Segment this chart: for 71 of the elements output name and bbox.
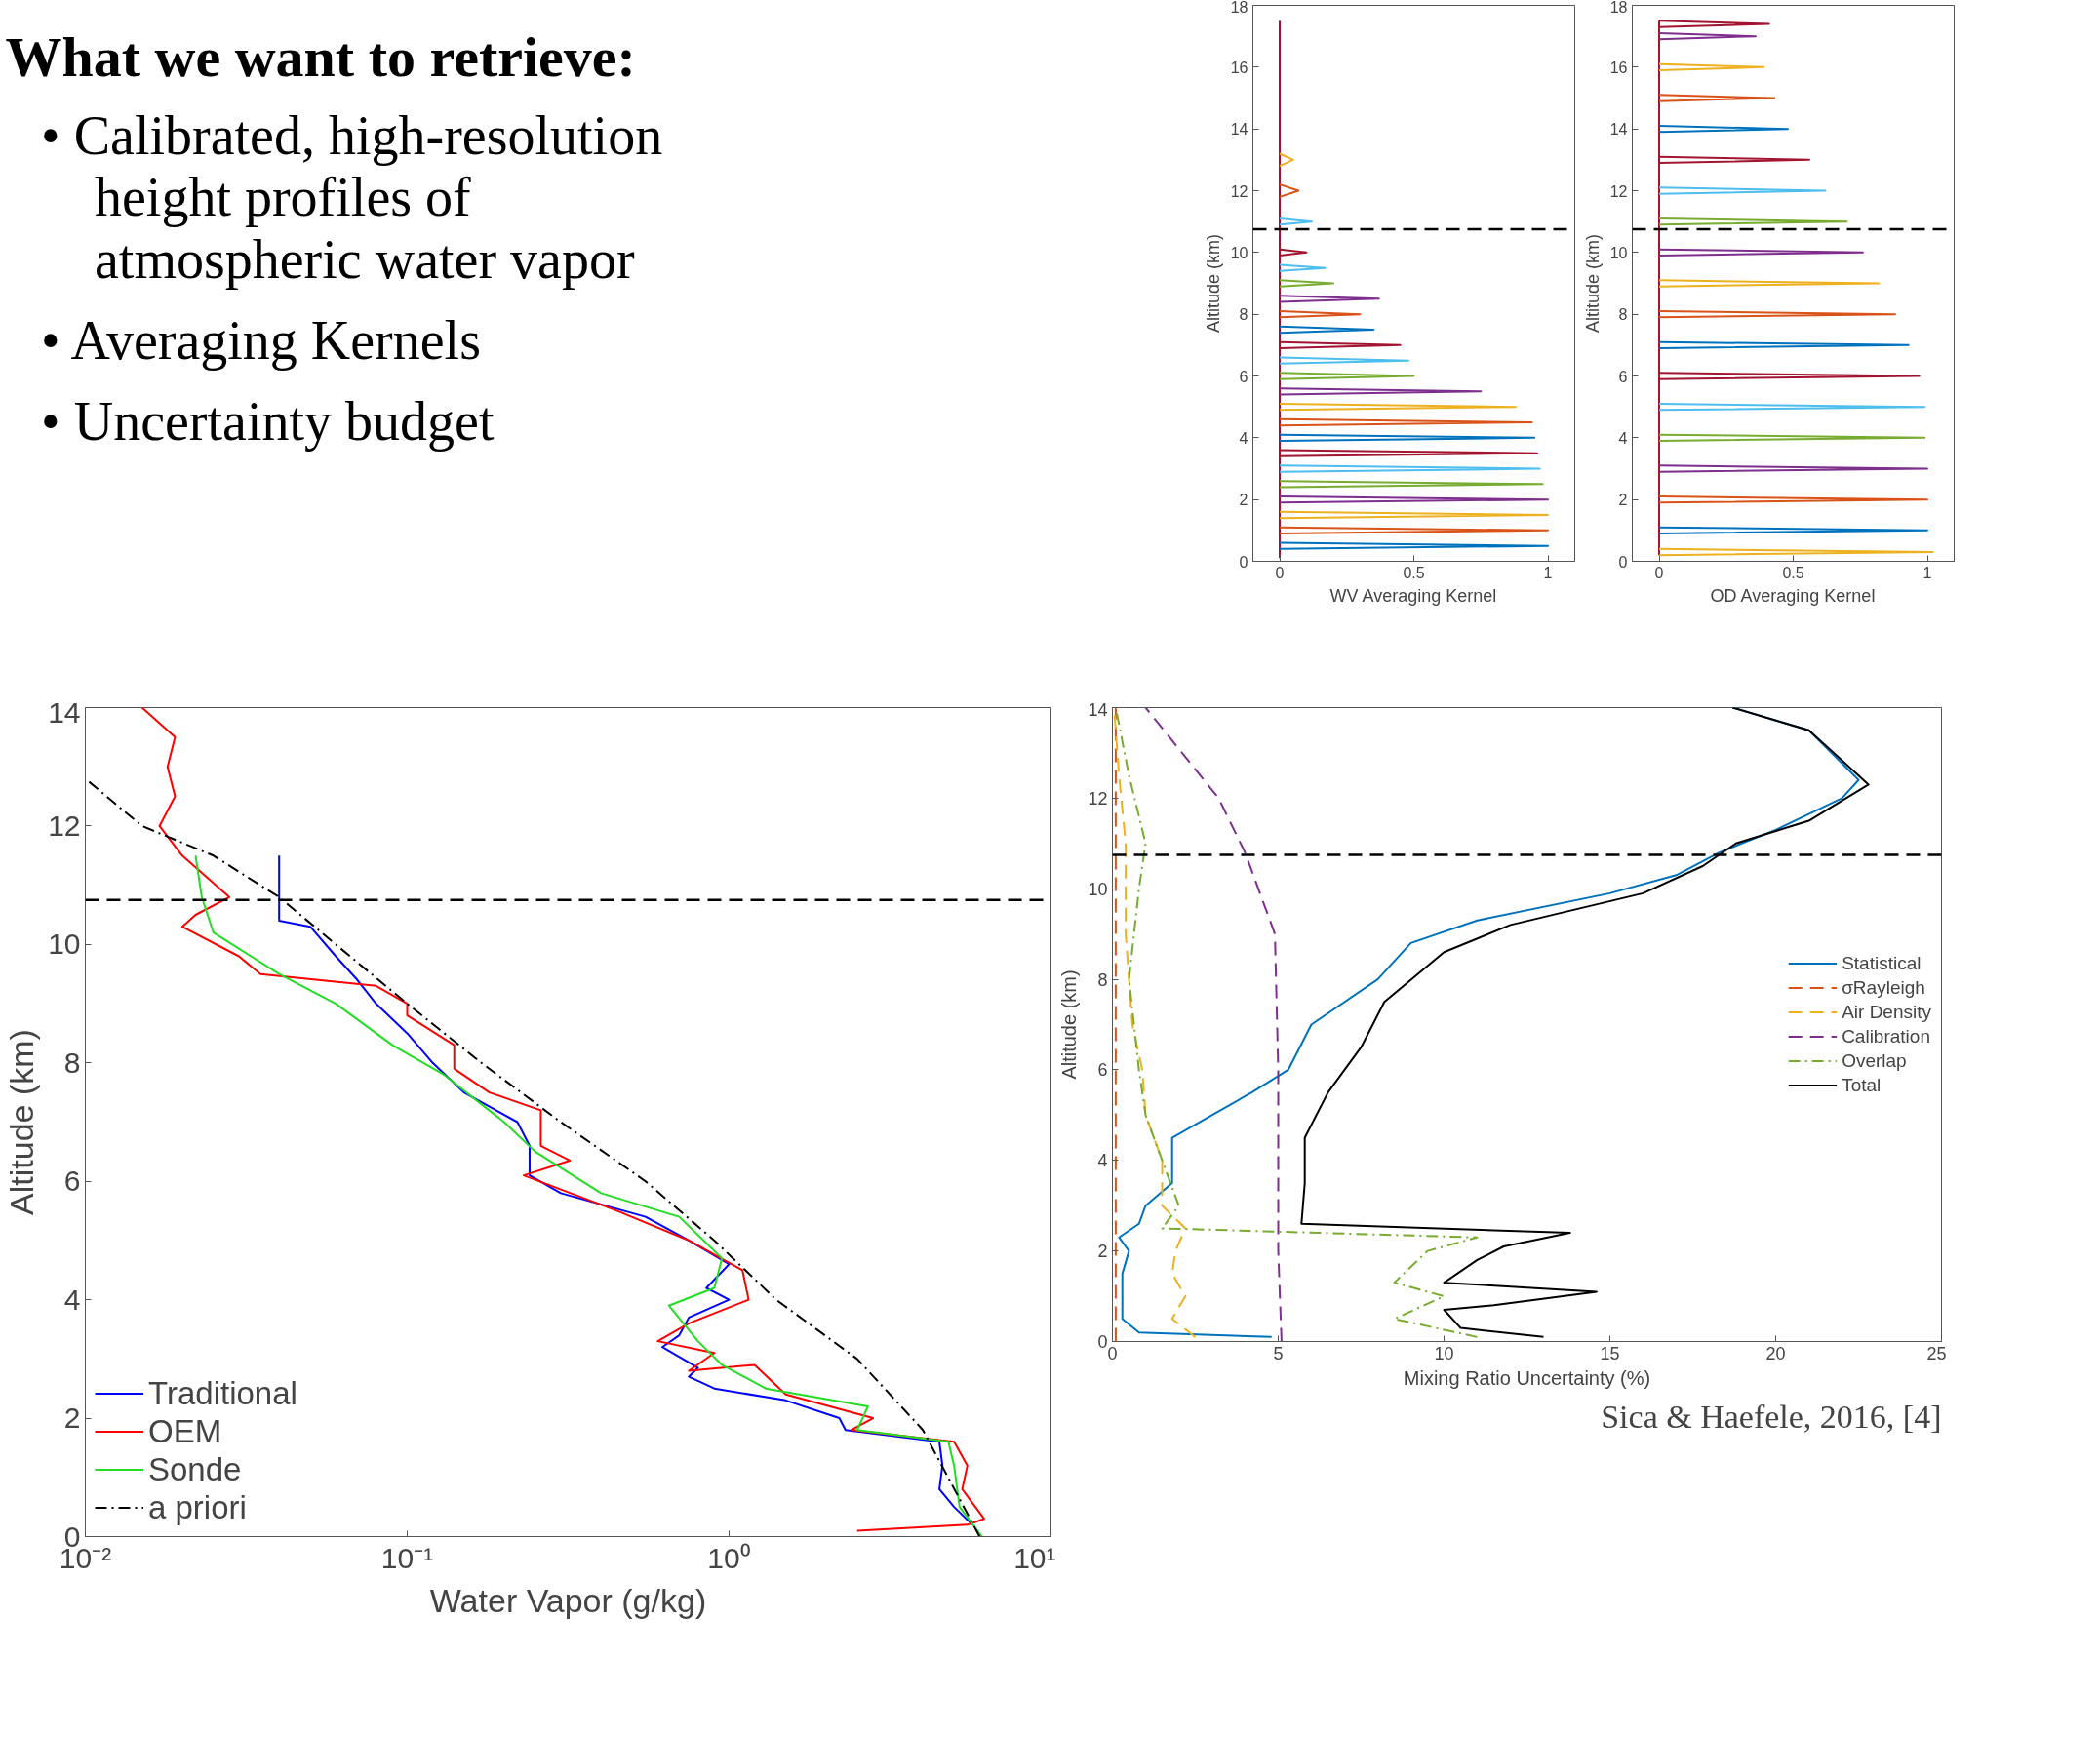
legend-label: Sonde xyxy=(148,1450,242,1488)
text: • Uncertainty budget xyxy=(41,391,495,453)
y-tick-label: 12 xyxy=(1230,182,1248,200)
text: • Averaging Kernels xyxy=(41,310,481,372)
y-tick-label: 12 xyxy=(1088,788,1108,809)
text: What we want to retrieve: xyxy=(5,24,636,89)
legend-label: Traditional xyxy=(148,1374,297,1412)
y-tick-label: 10 xyxy=(48,928,81,961)
legend-label: Total xyxy=(1842,1073,1882,1097)
x-tick-label: 1 xyxy=(1922,564,1932,581)
x-tick-label: 10⁻¹ xyxy=(380,1541,434,1574)
y-tick-label: 2 xyxy=(63,1402,81,1435)
x-tick-label: 0.5 xyxy=(1782,564,1804,581)
x-tick-label: 25 xyxy=(1926,1343,1947,1363)
y-tick-label: 14 xyxy=(1088,699,1108,720)
y-tick-label: 10 xyxy=(1609,244,1628,261)
legend-label: Calibration xyxy=(1842,1024,1930,1048)
y-tick-label: 2 xyxy=(1618,492,1628,509)
x-axis-title: OD Averaging Kernel xyxy=(1710,585,1876,606)
legend-label: OEM xyxy=(148,1412,222,1450)
x-tick-label: 20 xyxy=(1765,1343,1786,1363)
y-tick-label: 0 xyxy=(1618,553,1628,571)
x-tick-label: 5 xyxy=(1273,1343,1284,1363)
y-tick-label: 6 xyxy=(63,1165,81,1198)
legend-label: a priori xyxy=(148,1488,247,1526)
y-tick-label: 6 xyxy=(1239,368,1248,385)
x-tick-label: 10 xyxy=(1434,1343,1454,1363)
y-tick-label: 8 xyxy=(1618,306,1628,324)
y-tick-label: 6 xyxy=(1618,368,1628,385)
x-tick-label: 0 xyxy=(1654,564,1664,581)
x-tick-label: 15 xyxy=(1600,1343,1620,1363)
x-tick-label: 0 xyxy=(1275,564,1285,581)
text: Sica & Haefele, 2016, [4] xyxy=(1601,1398,1942,1435)
y-tick-label: 6 xyxy=(1097,1060,1108,1081)
x-tick-label: 0.5 xyxy=(1403,564,1425,581)
legend-label: Air Density xyxy=(1842,1000,1931,1024)
y-tick-label: 10 xyxy=(1230,244,1248,261)
x-tick-label: 10⁰ xyxy=(707,1541,751,1574)
y-tick-label: 16 xyxy=(1230,59,1248,76)
y-tick-label: 0 xyxy=(1239,553,1248,571)
y-axis-title: Altitude (km) xyxy=(1203,233,1223,334)
x-axis-title: Water Vapor (g/kg) xyxy=(429,1581,707,1619)
y-axis-title: Altitude (km) xyxy=(3,1029,41,1215)
legend-label: Statistical xyxy=(1842,951,1922,975)
y-tick-label: 18 xyxy=(1609,0,1628,16)
y-tick-label: 4 xyxy=(1239,429,1248,447)
y-tick-label: 8 xyxy=(1239,306,1248,324)
y-tick-label: 4 xyxy=(63,1283,81,1316)
y-tick-label: 4 xyxy=(1618,429,1628,447)
x-axis-title: WV Averaging Kernel xyxy=(1329,585,1497,606)
y-tick-label: 4 xyxy=(1097,1151,1108,1171)
y-tick-label: 18 xyxy=(1230,0,1248,16)
y-axis-title: Altitude (km) xyxy=(1582,233,1603,334)
y-tick-label: 2 xyxy=(1097,1242,1108,1262)
y-tick-label: 10 xyxy=(1088,879,1108,899)
y-tick-label: 14 xyxy=(1609,121,1628,138)
y-tick-label: 2 xyxy=(1239,492,1248,509)
y-tick-label: 14 xyxy=(48,695,81,729)
x-tick-label: 10¹ xyxy=(1013,1541,1056,1574)
y-tick-label: 8 xyxy=(1097,969,1108,990)
x-tick-label: 1 xyxy=(1543,564,1553,581)
y-axis-title: Altitude (km) xyxy=(1058,969,1081,1080)
y-tick-label: 14 xyxy=(1230,121,1248,138)
y-tick-label: 16 xyxy=(1609,59,1628,76)
x-axis-title: Mixing Ratio Uncertainty (%) xyxy=(1403,1366,1651,1389)
legend-label: σRayleigh xyxy=(1842,975,1925,1000)
y-tick-label: 12 xyxy=(1609,182,1628,200)
y-tick-label: 8 xyxy=(63,1046,81,1079)
text: • Calibrated, high-resolution height profiles of atmospheric water vapor xyxy=(41,104,663,290)
y-tick-label: 12 xyxy=(48,809,81,842)
legend-label: Overlap xyxy=(1842,1048,1907,1073)
